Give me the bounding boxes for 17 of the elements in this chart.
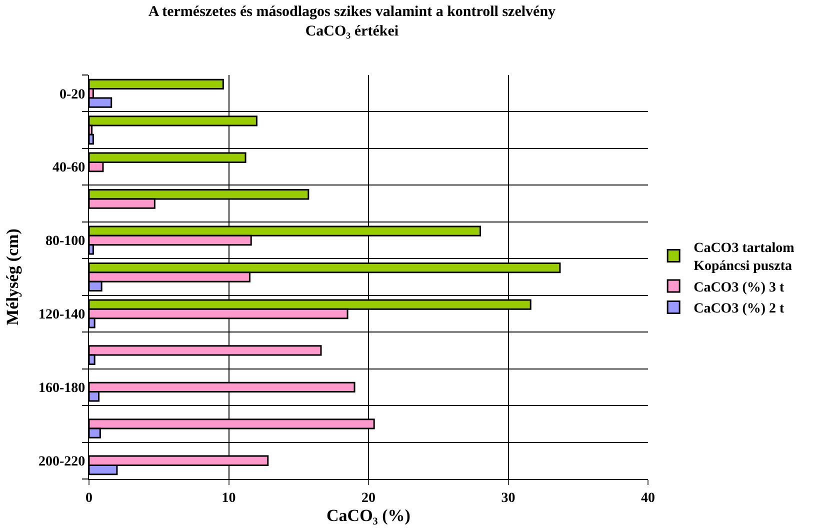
legend-label: CaCO3 tartalom Kopáncsi puszta [694, 241, 795, 274]
y-tick-label: 0-20 [60, 87, 86, 102]
x-tick-label: 0 [86, 490, 92, 506]
y-tick-label: 160-180 [38, 381, 86, 396]
x-tick-label: 40 [641, 490, 655, 506]
x-tick-label: 30 [501, 490, 516, 506]
legend-label: CaCO3 (%) 2 t [694, 302, 785, 317]
legend-label: CaCO3 (%) 3 t [694, 280, 785, 296]
chart-title: A természetes és másodlagos szikes valamint a kontroll szelvény CaCO₃ értékei [148, 4, 556, 40]
x-tick-label: 20 [362, 490, 376, 506]
y-tick-label: 200-220 [38, 454, 86, 470]
y-tick-label: 120-140 [38, 308, 86, 323]
y-axis-title: Mélység (cm) [3, 228, 22, 326]
y-tick-label: 80-100 [46, 234, 86, 250]
x-axis-title: CaCO₃ (%) [326, 506, 410, 525]
x-tick-label: 10 [222, 490, 236, 506]
y-tick-label: 40-60 [52, 160, 86, 176]
